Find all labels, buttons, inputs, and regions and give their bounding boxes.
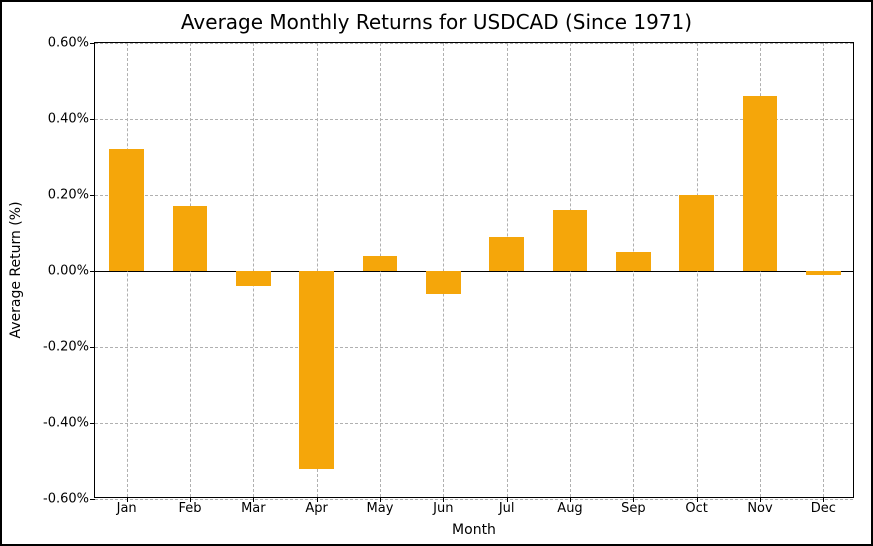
- bar: [553, 210, 588, 271]
- gridline-vertical: [253, 43, 254, 497]
- xtick-label: Nov: [747, 497, 772, 516]
- gridline-vertical: [443, 43, 444, 497]
- plot-area: -0.60%-0.40%-0.20%0.00%0.20%0.40%0.60%Ja…: [94, 42, 854, 498]
- xtick-label: Mar: [241, 497, 266, 516]
- y-axis-label: Average Return (%): [8, 201, 24, 338]
- chart-outer-frame: Average Monthly Returns for USDCAD (Sinc…: [0, 0, 873, 546]
- zero-line: [95, 271, 853, 272]
- gridline-vertical: [823, 43, 824, 497]
- ytick-label: 0.40%: [48, 112, 95, 127]
- ytick-label: -0.20%: [43, 340, 95, 355]
- bar: [236, 271, 271, 286]
- bar: [616, 252, 651, 271]
- xtick-label: Sep: [621, 497, 646, 516]
- gridline-horizontal: [95, 423, 853, 424]
- bar: [426, 271, 461, 294]
- xtick-label: Jul: [499, 497, 515, 516]
- ytick-label: -0.60%: [43, 492, 95, 507]
- gridline-horizontal: [95, 43, 853, 44]
- ytick-label: 0.00%: [48, 264, 95, 279]
- xtick-label: Apr: [305, 497, 328, 516]
- ytick-label: 0.60%: [48, 36, 95, 51]
- chart-title: Average Monthly Returns for USDCAD (Sinc…: [2, 10, 871, 34]
- xtick-label: May: [367, 497, 394, 516]
- bar: [363, 256, 398, 271]
- xtick-label: Jun: [433, 497, 453, 516]
- x-axis-label: Month: [452, 522, 496, 538]
- bar: [743, 96, 778, 271]
- xtick-label: Dec: [811, 497, 836, 516]
- gridline-horizontal: [95, 119, 853, 120]
- ytick-label: 0.20%: [48, 188, 95, 203]
- xtick-label: Feb: [178, 497, 201, 516]
- bar: [299, 271, 334, 469]
- bar: [679, 195, 714, 271]
- xtick-label: Jan: [117, 497, 137, 516]
- gridline-horizontal: [95, 347, 853, 348]
- bar: [489, 237, 524, 271]
- gridline-horizontal: [95, 195, 853, 196]
- xtick-label: Aug: [557, 497, 582, 516]
- bar: [109, 149, 144, 271]
- bar: [173, 206, 208, 271]
- xtick-label: Oct: [685, 497, 707, 516]
- gridline-horizontal: [95, 499, 853, 500]
- bar: [806, 271, 841, 275]
- ytick-label: -0.40%: [43, 416, 95, 431]
